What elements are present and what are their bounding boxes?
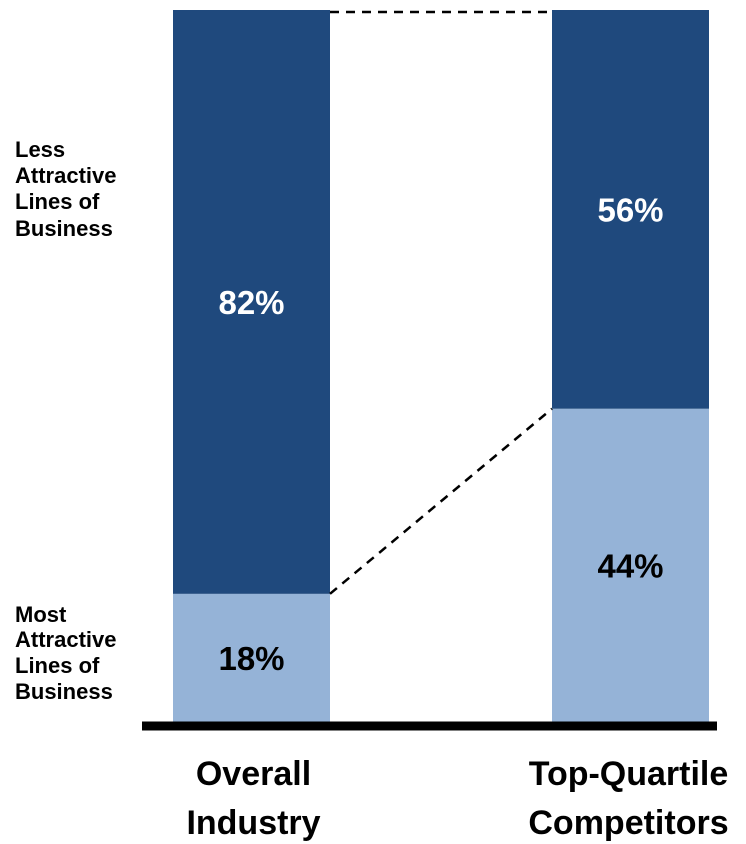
- category-label-2-line-2: Competitors: [528, 804, 728, 842]
- category-label-1-line-1: Overall: [196, 755, 311, 793]
- connector-line-split: [329, 407, 553, 595]
- series-name-most-line-1: Most: [15, 602, 67, 627]
- series-name-most-line-2: Attractive: [15, 627, 116, 652]
- series-name-most-line-3: Lines of: [15, 653, 100, 678]
- series-name-less-line-3: Lines of: [15, 189, 100, 214]
- bar-segment-less-1: [173, 10, 330, 594]
- data-label-most-1: 18%: [218, 640, 284, 677]
- bar-segment-less-2: [552, 10, 709, 409]
- data-label-most-2: 44%: [597, 547, 663, 584]
- category-label-1-line-2: Industry: [186, 804, 320, 842]
- series-name-less-line-2: Attractive: [15, 163, 116, 188]
- series-name-less-line-4: Business: [15, 216, 113, 241]
- series-name-less-line-1: Less: [15, 137, 65, 162]
- data-label-less-2: 56%: [597, 191, 663, 228]
- connector-lines: [329, 10, 553, 595]
- bars-layer: [173, 10, 709, 722]
- series-name-most-line-4: Business: [15, 679, 113, 704]
- data-labels-layer: 18% 82% 44% 56%: [218, 191, 663, 677]
- category-label-2-line-1: Top-Quartile: [529, 755, 729, 793]
- data-label-less-1: 82%: [218, 284, 284, 321]
- bar-segment-most-2: [552, 408, 709, 722]
- category-labels-layer: Overall Industry Top-Quartile Competitors: [186, 755, 728, 842]
- bar-segment-most-1: [173, 593, 330, 722]
